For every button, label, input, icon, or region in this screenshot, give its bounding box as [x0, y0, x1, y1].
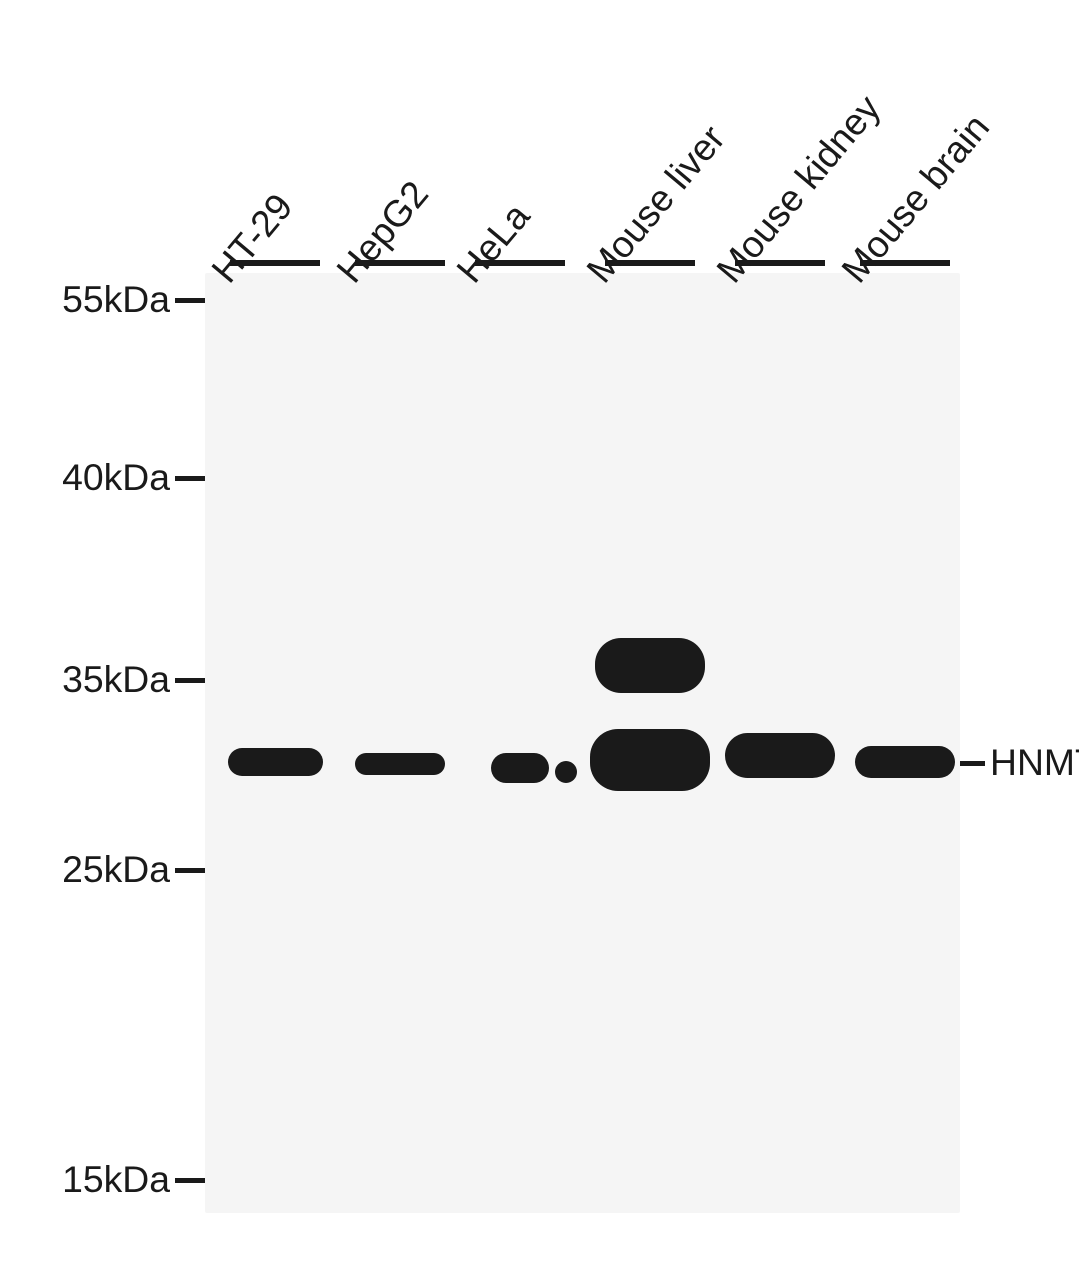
band — [491, 753, 549, 783]
mw-label-text: 25kDa — [62, 848, 170, 890]
mw-label: 55kDa — [62, 278, 170, 321]
mw-tick — [175, 476, 205, 481]
mw-tick — [175, 678, 205, 683]
mw-label: 25kDa — [62, 848, 170, 891]
band — [725, 733, 835, 778]
band — [595, 638, 705, 693]
blot-figure: 55kDa 40kDa 35kDa 25kDa 15kDa HT-29 HepG… — [0, 0, 1079, 1280]
mw-label: 35kDa — [62, 658, 170, 701]
mw-label-text: 55kDa — [62, 278, 170, 320]
band — [855, 746, 955, 778]
mw-tick — [175, 868, 205, 873]
lane-tick — [230, 260, 320, 266]
mw-tick — [175, 1178, 205, 1183]
band — [555, 761, 577, 783]
mw-label-text: 15kDa — [62, 1158, 170, 1200]
lane-tick — [605, 260, 695, 266]
target-label: HNMT — [990, 741, 1079, 784]
mw-label-text: 35kDa — [62, 658, 170, 700]
lane-tick — [735, 260, 825, 266]
target-tick — [960, 761, 985, 766]
mw-label: 15kDa — [62, 1158, 170, 1201]
band — [355, 753, 445, 775]
mw-tick — [175, 298, 205, 303]
blot-membrane — [205, 273, 960, 1213]
mw-label-text: 40kDa — [62, 456, 170, 498]
target-label-text: HNMT — [990, 741, 1079, 783]
band — [590, 729, 710, 791]
mw-label: 40kDa — [62, 456, 170, 499]
band — [228, 748, 323, 776]
lane-tick — [475, 260, 565, 266]
lane-tick — [860, 260, 950, 266]
lane-tick — [355, 260, 445, 266]
